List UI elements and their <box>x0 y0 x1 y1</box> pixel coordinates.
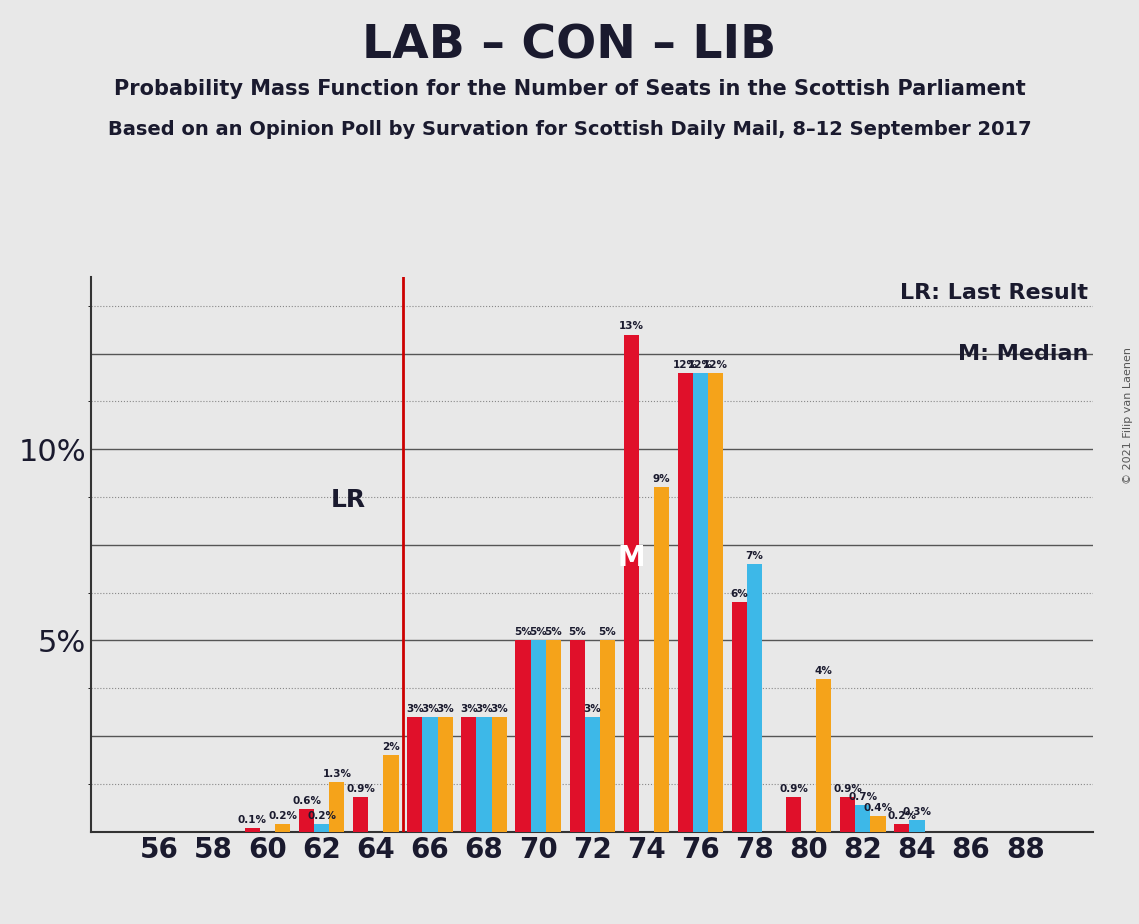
Bar <box>654 488 669 832</box>
Text: 0.7%: 0.7% <box>849 792 877 802</box>
Text: 0.2%: 0.2% <box>269 811 297 821</box>
Text: 0.6%: 0.6% <box>292 796 321 806</box>
Bar <box>353 797 368 832</box>
Text: 0.4%: 0.4% <box>863 803 893 813</box>
Text: 6%: 6% <box>730 590 748 599</box>
Text: 12%: 12% <box>688 359 713 370</box>
Text: M: Median: M: Median <box>958 344 1089 364</box>
Text: 5%: 5% <box>599 627 616 638</box>
Text: 0.9%: 0.9% <box>834 784 862 794</box>
Text: Probability Mass Function for the Number of Seats in the Scottish Parliament: Probability Mass Function for the Number… <box>114 79 1025 99</box>
Bar <box>516 640 531 832</box>
Bar <box>314 824 329 832</box>
Bar <box>476 717 492 832</box>
Bar <box>437 717 452 832</box>
Bar <box>909 821 925 832</box>
Bar <box>276 824 290 832</box>
Text: 9%: 9% <box>653 474 671 484</box>
Text: 0.9%: 0.9% <box>346 784 375 794</box>
Bar <box>600 640 615 832</box>
Bar <box>584 717 600 832</box>
Text: 3%: 3% <box>490 704 508 714</box>
Bar <box>693 372 708 832</box>
Bar <box>408 717 423 832</box>
Bar <box>870 816 885 832</box>
Text: Based on an Opinion Poll by Survation for Scottish Daily Mail, 8–12 September 20: Based on an Opinion Poll by Survation fo… <box>108 120 1031 140</box>
Bar <box>570 640 584 832</box>
Bar <box>708 372 723 832</box>
Text: 0.2%: 0.2% <box>308 811 336 821</box>
Text: 13%: 13% <box>618 322 644 332</box>
Bar <box>531 640 546 832</box>
Bar <box>300 808 314 832</box>
Bar <box>492 717 507 832</box>
Bar <box>894 824 909 832</box>
Text: 0.1%: 0.1% <box>238 815 267 825</box>
Text: LAB – CON – LIB: LAB – CON – LIB <box>362 23 777 68</box>
Bar <box>384 755 399 832</box>
Bar <box>786 797 801 832</box>
Text: 2%: 2% <box>382 742 400 752</box>
Text: 0.9%: 0.9% <box>779 784 808 794</box>
Text: LR: LR <box>331 488 367 512</box>
Text: 1.3%: 1.3% <box>322 769 352 779</box>
Bar <box>855 805 870 832</box>
Bar <box>245 828 260 832</box>
Text: 3%: 3% <box>460 704 477 714</box>
Text: 12%: 12% <box>703 359 728 370</box>
Text: 0.3%: 0.3% <box>902 807 932 817</box>
Bar <box>546 640 560 832</box>
Bar <box>678 372 693 832</box>
Text: 5%: 5% <box>530 627 547 638</box>
Text: 3%: 3% <box>436 704 454 714</box>
Text: 0.2%: 0.2% <box>887 811 916 821</box>
Bar <box>747 564 762 832</box>
Text: © 2021 Filip van Laenen: © 2021 Filip van Laenen <box>1123 347 1133 484</box>
Text: 7%: 7% <box>746 551 763 561</box>
Bar <box>423 717 437 832</box>
Text: 3%: 3% <box>405 704 424 714</box>
Bar <box>732 602 747 832</box>
Text: 3%: 3% <box>421 704 439 714</box>
Text: 5%: 5% <box>568 627 585 638</box>
Bar <box>841 797 855 832</box>
Text: 3%: 3% <box>475 704 493 714</box>
Bar <box>329 782 344 832</box>
Bar <box>624 334 639 832</box>
Bar <box>817 678 831 832</box>
Text: 3%: 3% <box>583 704 601 714</box>
Text: LR: Last Result: LR: Last Result <box>901 283 1089 303</box>
Text: 5%: 5% <box>514 627 532 638</box>
Bar <box>461 717 476 832</box>
Text: 4%: 4% <box>814 665 833 675</box>
Text: 5%: 5% <box>544 627 563 638</box>
Text: 12%: 12% <box>673 359 698 370</box>
Text: M: M <box>617 543 645 572</box>
